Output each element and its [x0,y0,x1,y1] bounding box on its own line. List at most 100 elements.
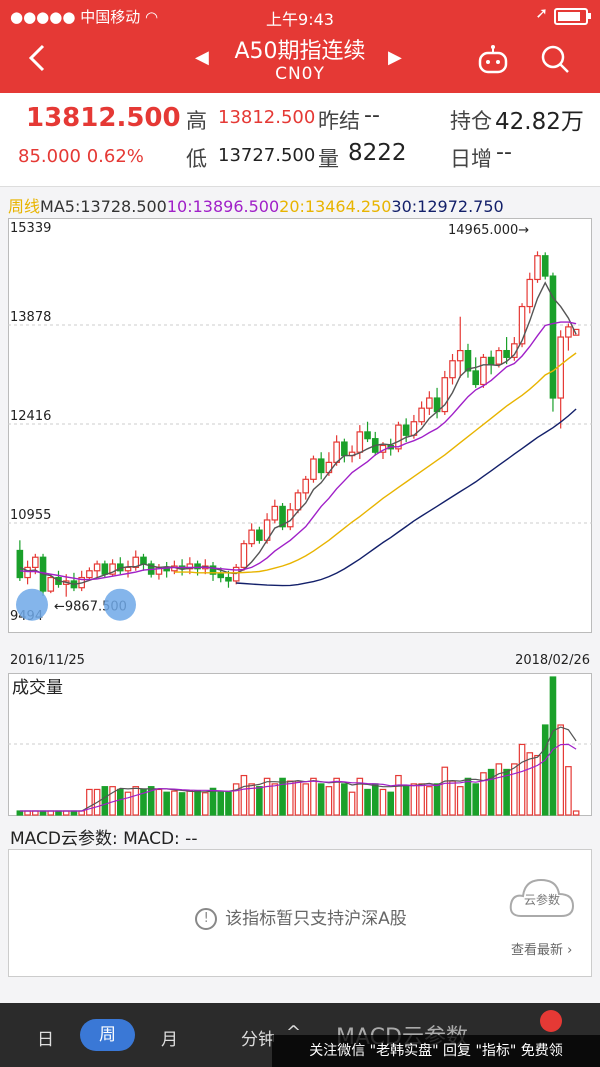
candle [271,505,279,521]
search-button[interactable] [540,44,570,74]
watermark-banner: 关注微信 "老韩实盘" 回复 "指标" 免费领 [272,1035,600,1067]
volume-bar [209,787,217,816]
candle [32,556,39,568]
volume-bar [279,777,286,816]
volume-bar [371,783,379,816]
contract-code: CN0Y [275,64,325,84]
volume-bar [410,783,418,816]
volume-bar [534,754,541,816]
back-button[interactable] [25,40,55,80]
candle [256,529,263,541]
volume-bar [356,777,364,816]
wifi-icon: ◠ [145,8,159,26]
prev-settle-value: -- [364,103,380,128]
volume-bar [387,791,395,816]
volume-bar [86,788,93,816]
daily-change-label: 日增 [450,147,492,171]
candle [225,576,232,582]
ma10-line [19,321,577,581]
ma20-label: 20:13464.250 [279,197,392,216]
volume-bar [572,810,580,816]
candlestick-chart[interactable]: 15339138781241610955949414965.000→←9867.… [8,218,592,668]
candle [402,424,410,436]
candle [248,529,255,545]
search-icon [541,45,569,73]
robot-icon [478,45,508,74]
candle [418,407,425,423]
volume-bar [186,790,194,816]
volume-bar [317,783,325,816]
cloud-params-button[interactable]: 云参数 [507,870,577,924]
volume-bar [549,676,557,816]
ma5-line [19,281,577,586]
info-icon: ! [195,908,218,930]
notification-dot [540,1010,562,1032]
candle [557,336,564,399]
ma5-label: MA5:13728.500 [40,197,167,216]
low-label: 低 [186,147,207,171]
volume-bar [178,792,186,816]
volume-bar [441,766,449,816]
prev-contract-button[interactable]: ◀ [195,47,209,68]
max-annotation: 14965.000→ [448,223,529,238]
next-contract-button[interactable]: ▶ [388,47,402,68]
candle [294,492,302,511]
volume-bar [310,777,317,816]
volume-ma10-line [19,743,577,812]
y-tick-label: 15339 [10,221,51,236]
volume-label: 量 [318,147,339,171]
volume-bar [526,752,534,816]
ma-legend: 周线MA5:13728.50010:13896.50020:13464.2503… [8,193,504,217]
y-tick-label: 13878 [10,310,51,325]
volume-bar [565,766,572,816]
location-icon: ➚ [535,4,548,22]
view-latest-link[interactable]: 查看最新 › [511,943,573,958]
volume-bar [240,774,248,816]
battery-icon [554,8,591,25]
volume-chart[interactable]: 成交量 [8,673,592,818]
volume-bar [163,791,170,816]
tab-week[interactable]: 周 [80,1019,135,1051]
macd-title: MACD云参数: MACD: -- [10,829,198,849]
tab-minute[interactable]: 分钟 [241,1030,275,1050]
candle [534,255,541,281]
candle [495,349,503,365]
volume-bar [263,777,271,816]
low-value: 13727.500 [218,145,316,166]
candle [395,424,402,450]
volume-bar [132,786,140,816]
candle [217,573,225,579]
candle [565,326,572,338]
candle [194,563,201,570]
candle [86,570,93,579]
candle [464,349,472,372]
candle [356,431,364,453]
volume-bar [294,780,302,816]
candle [441,377,449,413]
candle [364,431,371,440]
scroll-left-icon [16,588,48,621]
volume-bar [487,768,495,816]
candle [16,549,24,579]
assistant-button[interactable] [477,44,509,74]
volume-bar [480,772,487,816]
open-interest-label: 持仓 [450,109,492,133]
candle [426,397,433,409]
volume-bar [271,783,279,816]
volume-bar [256,786,263,816]
tab-day[interactable]: 日 [37,1030,54,1050]
last-price: 13812.500 [26,103,181,133]
volume-bar [201,792,209,816]
volume-bar [194,790,201,816]
volume-bar [472,783,480,816]
ma30-label: 30:12972.750 [391,197,504,216]
daily-change-value: -- [496,140,512,165]
tab-month[interactable]: 月 [161,1030,178,1050]
candle [456,349,464,362]
candle [449,360,456,379]
volume-bar [286,780,294,816]
candle [240,543,248,568]
candle [140,556,147,565]
volume-bar [124,791,132,816]
volume-bar [518,743,526,816]
